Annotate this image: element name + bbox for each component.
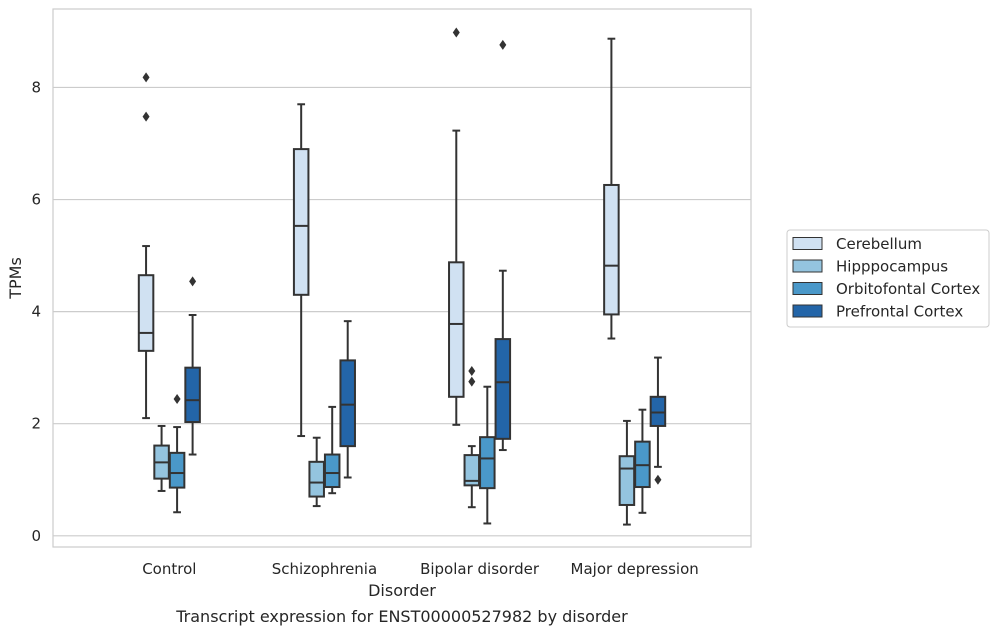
outlier-point	[189, 276, 197, 287]
box-iqr	[649, 395, 667, 427]
outlier-point	[499, 39, 507, 50]
box-iqr	[168, 451, 186, 489]
y-tick-label-2: 2	[31, 415, 41, 433]
x-tick-label-bipolar-disorder: Bipolar disorder	[420, 560, 540, 578]
y-tick-label-6: 6	[31, 191, 41, 209]
outlier-point	[142, 72, 150, 83]
box-cerebellum-schizophrenia	[292, 103, 310, 438]
legend-label-prefrontal-cortex: Prefrontal Cortex	[836, 303, 963, 321]
legend-label-hipppocampus: Hipppocampus	[836, 258, 948, 276]
box-iqr	[618, 455, 636, 506]
box-iqr	[308, 460, 325, 498]
box-orbitofontal-cortex-schizophrenia	[323, 405, 341, 495]
y-tick-label-8: 8	[31, 78, 41, 96]
outlier-point	[468, 366, 476, 377]
box-iqr	[339, 359, 356, 448]
box-iqr	[494, 338, 512, 440]
legend-label-cerebellum: Cerebellum	[836, 235, 922, 253]
legend-swatch-prefrontal-cortex	[792, 304, 823, 318]
box-cerebellum-control	[137, 72, 155, 420]
x-tick-label-schizophrenia: Schizophrenia	[272, 560, 377, 578]
y-tick-label-0: 0	[31, 527, 41, 545]
outlier-point	[142, 111, 150, 122]
legend-swatch-cerebellum	[792, 237, 823, 250]
y-tick-label-4: 4	[31, 303, 41, 321]
box-cerebellum-bipolar-disorder	[448, 27, 465, 426]
outlier-point	[468, 376, 476, 387]
box-iqr	[184, 366, 201, 424]
box-iqr	[323, 453, 341, 489]
outlier-point	[452, 27, 460, 38]
chart-caption: Transcript expression for ENST0000052798…	[175, 607, 628, 626]
box-iqr	[292, 148, 310, 296]
legend: Cerebellum Hipppocampus Orbitofontal Corte…	[786, 229, 990, 328]
x-tick-label-major-depression: Major depression	[571, 560, 699, 578]
box-orbitofontal-cortex-bipolar-disorder	[479, 385, 496, 525]
legend-label-orbitofontal-cortex: Orbitofontal Cortex	[836, 280, 980, 298]
grid-lines	[53, 86, 751, 537]
box-iqr	[479, 436, 496, 490]
box-prefrontal-cortex-schizophrenia	[339, 320, 356, 479]
boxes	[137, 27, 667, 526]
box-prefrontal-cortex-major-depression	[649, 356, 667, 485]
y-axis-label: TPMs	[6, 257, 25, 300]
x-tick-label-control: Control	[142, 560, 196, 578]
outlier-point	[654, 474, 662, 485]
box-prefrontal-cortex-bipolar-disorder	[494, 39, 512, 452]
box-iqr	[448, 261, 465, 398]
box-hipppocampus-schizophrenia	[308, 436, 325, 508]
legend-frame	[786, 229, 990, 328]
box-orbitofontal-cortex-major-depression	[634, 408, 651, 514]
box-hipppocampus-bipolar-disorder	[463, 366, 481, 509]
x-tick-labels: Control Schizophrenia Bipolar disorder Majo…	[142, 560, 699, 578]
box-orbitofontal-cortex-control	[168, 394, 186, 514]
y-tick-labels: 0 2 4 6 8	[31, 78, 41, 544]
outlier-point	[173, 394, 181, 405]
box-iqr	[137, 274, 155, 352]
x-axis-label: Disorder	[368, 581, 436, 600]
legend-swatch-orbitofontal-cortex	[792, 282, 823, 295]
box-iqr	[603, 183, 620, 316]
box-cerebellum-major-depression	[603, 37, 620, 340]
box-hipppocampus-control	[153, 424, 170, 492]
legend-swatch-hipppocampus	[792, 259, 823, 273]
box-prefrontal-cortex-control	[184, 276, 201, 456]
